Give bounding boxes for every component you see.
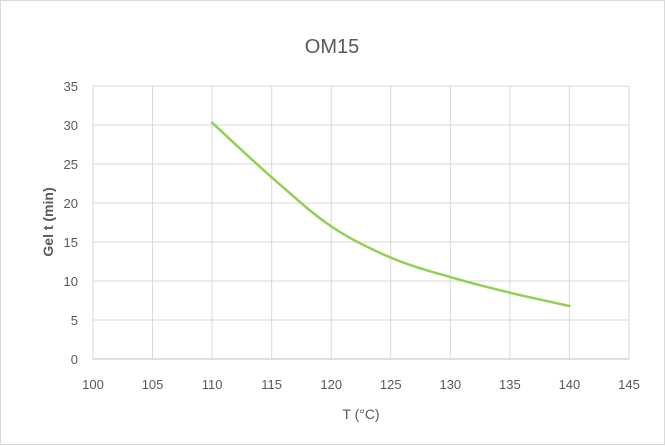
x-tick-label: 105 <box>142 377 164 392</box>
chart-title: OM15 <box>305 36 359 58</box>
y-tick-label: 20 <box>64 196 78 211</box>
y-tick-label: 5 <box>71 313 78 328</box>
series-layer <box>210 121 571 308</box>
gridlines <box>92 85 630 360</box>
y-tick-labels: 0 5 10 15 20 25 30 35 <box>64 79 78 367</box>
x-tick-label: 120 <box>320 377 342 392</box>
y-tick-label: 10 <box>64 274 78 289</box>
y-axis-title: Gel t (min) <box>40 187 56 256</box>
x-tick-label: 130 <box>439 377 461 392</box>
x-axis-title: T (°C) <box>342 406 379 422</box>
y-tick-label: 0 <box>71 352 78 367</box>
x-tick-label: 140 <box>559 377 581 392</box>
x-tick-label: 145 <box>618 377 640 392</box>
x-tick-label: 100 <box>82 377 104 392</box>
x-tick-labels: 100 105 110 115 120 125 130 135 140 145 <box>82 377 640 392</box>
x-tick-label: 115 <box>261 377 282 392</box>
x-tick-label: 135 <box>499 377 521 392</box>
y-tick-label: 25 <box>64 157 78 172</box>
y-tick-label: 15 <box>64 235 78 250</box>
series-line <box>210 121 571 308</box>
y-tick-label: 30 <box>64 118 78 133</box>
y-tick-label: 35 <box>64 79 78 94</box>
x-tick-label: 110 <box>202 377 223 392</box>
x-tick-label: 125 <box>380 377 402 392</box>
